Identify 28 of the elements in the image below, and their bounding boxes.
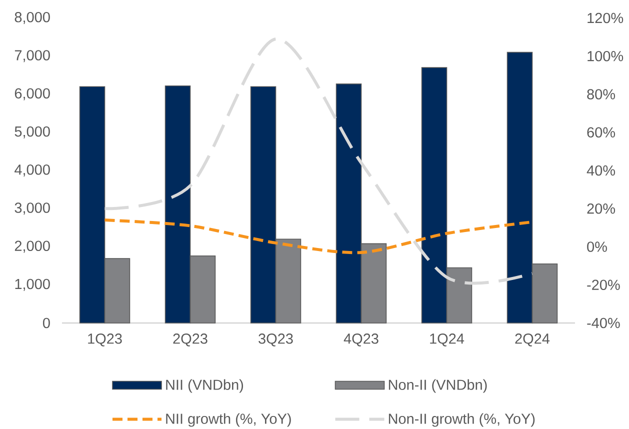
y-tick-label: 0 (42, 318, 50, 328)
legend-label: Non-II growth (%, YoY) (388, 413, 535, 427)
x-tick-label: 2Q23 (173, 334, 208, 346)
y2-tick-label: 40% (586, 165, 616, 176)
y-tick-label: 5,000 (14, 126, 50, 138)
y2-tick-label: 80% (587, 89, 616, 100)
y-tick-label: 1,000 (15, 278, 50, 291)
y-tick-label: 8,000 (14, 12, 50, 24)
y2-tick-label: 100% (588, 50, 624, 62)
y-tick-label: 4,000 (14, 164, 50, 176)
y2-tick-label: 120% (588, 12, 624, 24)
y-tick-label: 3,000 (14, 202, 50, 215)
y2-tick-label: -40% (587, 318, 620, 328)
y-tick-label: 2,000 (14, 240, 50, 253)
legend-label: NII growth (%, YoY) (166, 413, 291, 427)
y-tick-label: 7,000 (14, 50, 50, 62)
legend-label: Non-II (VNDbn) (388, 379, 487, 393)
x-tick-label: 1Q23 (88, 334, 122, 346)
y2-tick-label: -20% (587, 280, 620, 290)
y2-tick-label: 20% (587, 203, 616, 214)
y2-tick-label: 0% (587, 242, 607, 252)
x-tick-label: 2Q24 (515, 334, 550, 346)
y-tick-label: 6,000 (14, 88, 50, 100)
x-tick-label: 4Q23 (344, 334, 378, 346)
y2-tick-label: 60% (587, 127, 616, 138)
legend-label: NII (VNDbn) (166, 379, 244, 393)
x-tick-label: 1Q24 (430, 334, 464, 346)
x-tick-label: 3Q23 (258, 334, 293, 346)
